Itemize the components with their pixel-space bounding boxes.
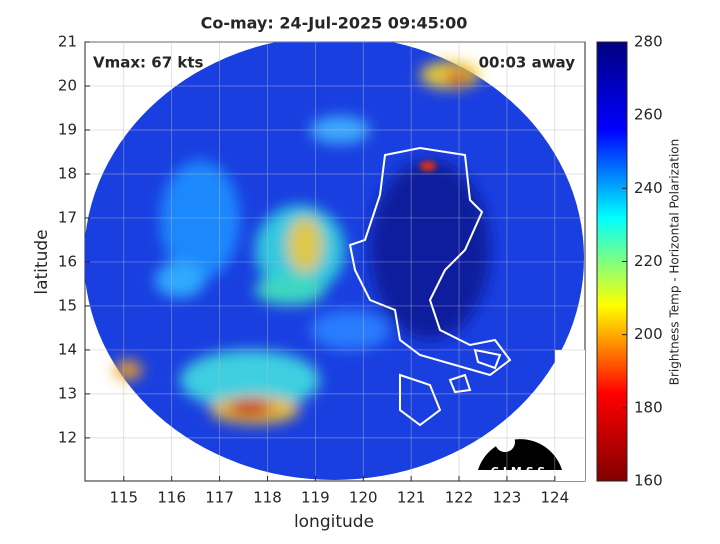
x-tick-label: 120 — [349, 489, 378, 507]
annotation: Vmax: 67 kts — [93, 54, 203, 72]
colorbar-tick-label: 260 — [634, 106, 663, 124]
x-tick-label: 118 — [253, 489, 282, 507]
x-tick-label: 119 — [301, 489, 330, 507]
x-tick-label: 117 — [205, 489, 234, 507]
imagery — [85, 42, 585, 481]
y-tick-label: 21 — [58, 33, 77, 51]
colorbar-label: Brightness Temp - Horizontal Polarizatio… — [668, 139, 682, 386]
colorbar-tick-label: 240 — [634, 179, 663, 197]
y-tick-label: 19 — [58, 120, 77, 138]
y-tick-label: 18 — [58, 164, 77, 182]
logo-text: CIMSS — [491, 465, 549, 478]
colorbar-tick-label: 280 — [634, 33, 663, 51]
x-tick-label: 123 — [493, 489, 522, 507]
x-tick-label: 124 — [541, 489, 570, 507]
chart-title: Co-may: 24-Jul-2025 09:45:00 — [201, 14, 468, 33]
y-tick-label: 14 — [58, 340, 77, 358]
colorbar-tick-label: 220 — [634, 252, 663, 270]
x-axis-label: longitude — [294, 512, 374, 532]
y-tick-label: 12 — [58, 428, 77, 446]
y-tick-label: 20 — [58, 76, 77, 94]
y-tick-label: 17 — [58, 208, 77, 226]
y-tick-label: 13 — [58, 384, 77, 402]
colorbar-tick-label: 160 — [634, 472, 663, 490]
x-tick-label: 115 — [109, 489, 138, 507]
colorbar-tick-label: 200 — [634, 325, 663, 343]
x-tick-label: 116 — [157, 489, 186, 507]
y-tick-label: 15 — [58, 296, 77, 314]
x-tick-label: 122 — [445, 489, 474, 507]
x-tick-label: 121 — [397, 489, 426, 507]
annotation: 00:03 away — [479, 54, 576, 72]
colorbar-tick-label: 180 — [634, 398, 663, 416]
y-axis-label: latitude — [32, 229, 52, 294]
y-tick-label: 16 — [58, 252, 77, 270]
